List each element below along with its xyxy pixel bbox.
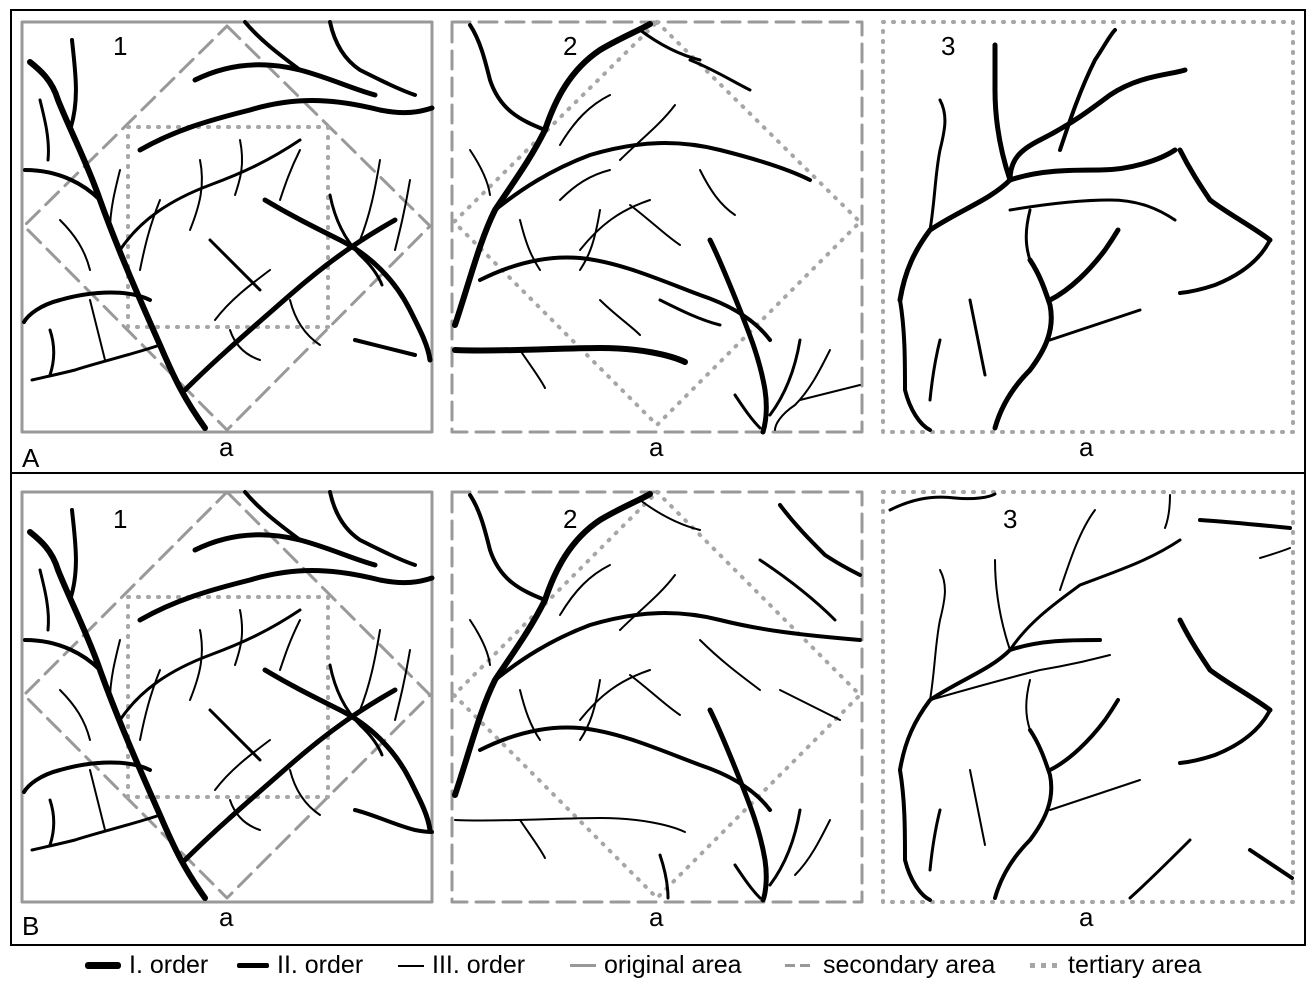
panel-number: 3 (941, 31, 955, 61)
legend-order2: II. order (237, 948, 363, 983)
panel-b2: 2 a (450, 490, 864, 932)
tertiary-area-frame (126, 125, 330, 329)
stream-network (452, 491, 862, 903)
panel-a3: 3 a (881, 20, 1295, 462)
order1-line-icon (85, 962, 121, 969)
legend-order3-label: III. order (432, 951, 526, 979)
stream-network (22, 20, 435, 431)
tertiary-area-frame (881, 20, 1295, 434)
legend-tertiary-label: tertiary area (1068, 951, 1202, 979)
row-a: 1 a (20, 20, 1295, 473)
panel-caption: a (1079, 432, 1094, 462)
tertiary-area-frame (881, 490, 1295, 904)
secondary-area-frame (22, 24, 432, 432)
secondary-area-frame (22, 490, 432, 900)
tertiary-area-line-icon (1030, 963, 1060, 968)
legend-secondary: secondary area (785, 948, 995, 983)
legend-tertiary: tertiary area (1030, 948, 1201, 983)
panel-number: 3 (1003, 504, 1017, 534)
panel-number: 1 (113, 504, 127, 534)
legend-order1-label: I. order (129, 951, 209, 979)
original-area-frame (20, 20, 434, 434)
row-b: 1 a (20, 490, 1295, 941)
tertiary-area-frame (452, 20, 862, 427)
panel-b1: 1 a (20, 490, 435, 932)
panel-caption: a (219, 432, 234, 462)
panel-caption: a (219, 902, 234, 932)
legend-secondary-label: secondary area (823, 951, 996, 979)
panel-number: 2 (563, 504, 577, 534)
original-area-frame (20, 490, 434, 904)
legend-original: original area (570, 948, 742, 983)
panel-a1: 1 a (20, 20, 435, 462)
row-label: A (22, 443, 40, 473)
panel-caption: a (1079, 902, 1094, 932)
legend: I. order II. order III. order original a… (0, 948, 1309, 983)
stream-network (897, 28, 1273, 432)
panel-caption: a (649, 902, 664, 932)
drainage-network-figure: 1 a (10, 9, 1306, 946)
order3-line-icon (398, 964, 424, 967)
legend-order2-label: II. order (277, 951, 364, 979)
secondary-area-line-icon (785, 964, 815, 967)
legend-order1: I. order (85, 948, 208, 983)
panel-number: 1 (113, 31, 127, 61)
panel-b3: 3 a (881, 490, 1295, 932)
original-area-line-icon (570, 964, 596, 967)
order2-line-icon (237, 963, 269, 968)
tertiary-area-frame (452, 490, 862, 900)
panel-number: 2 (563, 31, 577, 61)
stream-network (22, 490, 435, 901)
legend-order3: III. order (398, 948, 525, 983)
row-b-frame (10, 472, 1306, 946)
panel-caption: a (649, 432, 664, 462)
stream-network (888, 492, 1294, 902)
tertiary-area-frame (126, 595, 330, 799)
legend-original-label: original area (604, 951, 742, 979)
stream-network (452, 21, 861, 435)
row-label: B (22, 911, 39, 941)
panel-a2: 2 a (450, 20, 864, 462)
